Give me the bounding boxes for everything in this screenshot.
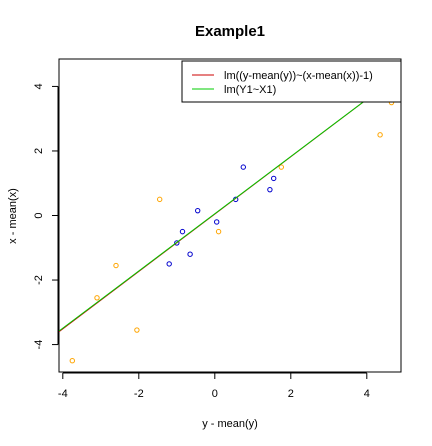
y-tick-label: -4 (33, 340, 45, 350)
data-point (174, 240, 180, 246)
x-tick-label: 0 (212, 388, 218, 400)
fit-line (58, 73, 402, 332)
data-point (69, 358, 76, 364)
data-point (377, 132, 383, 138)
legend-box (181, 60, 402, 103)
data-point (215, 228, 222, 235)
data-point (113, 262, 119, 269)
y-tick-label: 2 (33, 148, 45, 154)
x-tick-label: -4 (58, 388, 68, 400)
x-tick-label: 4 (364, 388, 370, 400)
data-point (94, 295, 100, 301)
data-point (166, 261, 172, 267)
data-point (195, 207, 201, 214)
data-point (179, 228, 186, 235)
data-point (240, 164, 247, 170)
y-tick-label: 4 (33, 83, 45, 89)
x-tick-label: 2 (288, 388, 294, 400)
x-tick-label: -2 (134, 388, 144, 400)
x-axis-label: y - mean(y) (202, 418, 258, 430)
chart-title: Example1 (195, 23, 265, 40)
data-point (271, 175, 277, 182)
data-point (267, 186, 273, 193)
data-point (214, 219, 220, 225)
data-point (134, 327, 140, 333)
data-point (187, 251, 193, 257)
data-point (157, 196, 163, 203)
data-point (278, 164, 284, 170)
y-tick-label: 0 (33, 212, 45, 218)
plot-layer: Example1 y - mean(y) x - mean(x) -4 -2 0 2 4 -4 -… (7, 23, 402, 430)
plot-area (58, 58, 402, 373)
y-tick-label: -2 (33, 275, 45, 285)
legend-label: lm((y-mean(y))~(x-mean(x))-1) (224, 70, 373, 82)
legend-label: lm(Y1~X1) (224, 84, 276, 96)
y-axis-label: x - mean(x) (7, 188, 19, 244)
